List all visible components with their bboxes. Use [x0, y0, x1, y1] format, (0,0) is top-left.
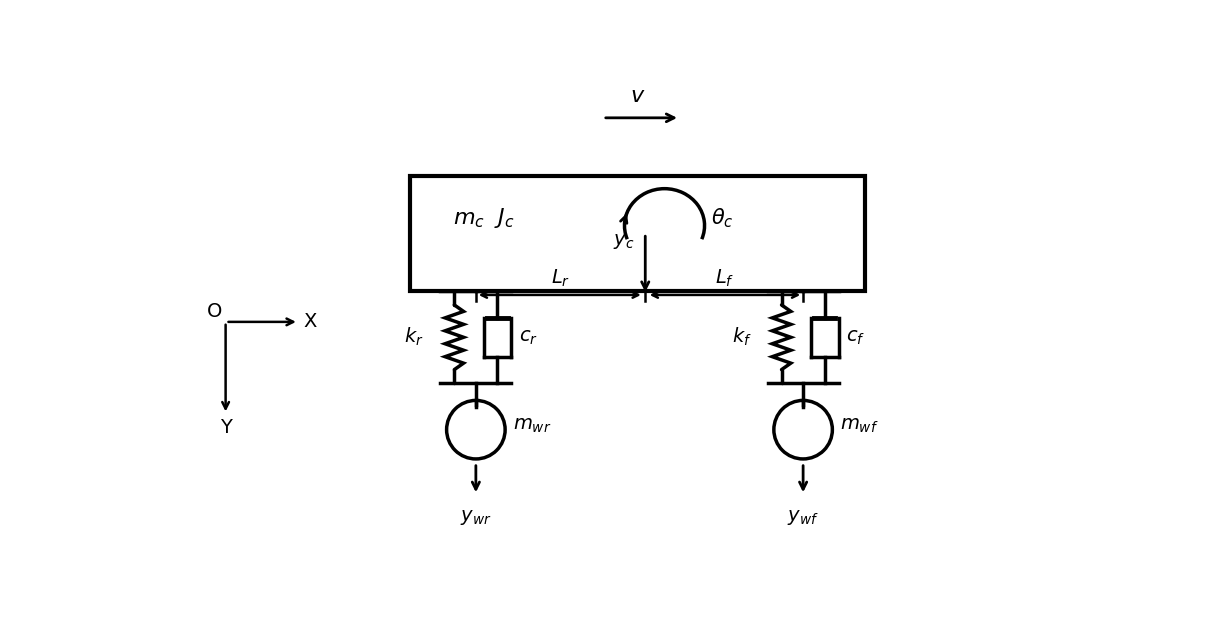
Text: Y: Y [219, 418, 232, 437]
Text: $c_f$: $c_f$ [846, 328, 866, 347]
Text: $m_{wr}$: $m_{wr}$ [512, 416, 552, 435]
Text: $c_r$: $c_r$ [519, 328, 538, 347]
Text: $L_f$: $L_f$ [715, 267, 734, 289]
Text: $y_c$: $y_c$ [613, 231, 634, 250]
Text: $k_f$: $k_f$ [732, 326, 752, 348]
Text: $L_r$: $L_r$ [550, 267, 570, 289]
Text: $k_r$: $k_r$ [405, 326, 424, 348]
Text: O: O [207, 301, 223, 321]
Text: $y_{wr}$: $y_{wr}$ [460, 508, 492, 527]
Text: X: X [304, 313, 318, 331]
Text: $\theta_c$: $\theta_c$ [711, 206, 733, 230]
Bar [411, 175, 864, 291]
Text: $m_{wf}$: $m_{wf}$ [840, 416, 879, 435]
Text: $m_c$  $J_c$: $m_c$ $J_c$ [452, 206, 515, 230]
Text: $v$: $v$ [630, 86, 645, 106]
Text: $y_{wf}$: $y_{wf}$ [787, 508, 819, 527]
